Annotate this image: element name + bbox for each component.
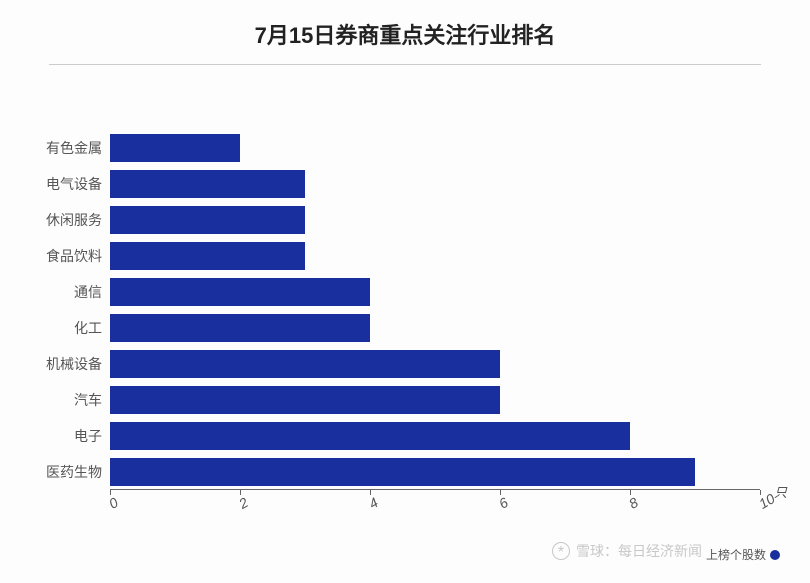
y-axis-label: 汽车: [74, 390, 110, 410]
broker-focus-chart: 7月15日券商重点关注行业排名 有色金属电气设备休闲服务食品饮料通信化工机械设备…: [0, 0, 810, 583]
bar: [110, 386, 500, 414]
y-axis-label: 食品饮料: [46, 246, 110, 266]
bar: [110, 278, 370, 306]
bar: [110, 350, 500, 378]
title-divider: [49, 64, 762, 65]
y-axis-label: 有色金属: [46, 138, 110, 158]
y-axis-label: 通信: [74, 282, 110, 302]
bar-row: 通信: [110, 278, 760, 306]
x-axis-line: [110, 489, 760, 490]
watermark: 雪球：每日经济新闻: [552, 541, 702, 561]
x-tick-label: 2: [236, 494, 251, 512]
watermark-text: 雪球：每日经济新闻: [576, 541, 702, 561]
watermark-snowball-icon: [552, 542, 570, 560]
bar-row: 电气设备: [110, 170, 760, 198]
bar-row: 电子: [110, 422, 760, 450]
bar: [110, 458, 695, 486]
y-axis-label: 化工: [74, 318, 110, 338]
bar-row: 食品饮料: [110, 242, 760, 270]
x-tick-label: 0: [106, 494, 121, 512]
bar: [110, 242, 305, 270]
bar-row: 医药生物: [110, 458, 760, 486]
y-axis-label: 电子: [74, 426, 110, 446]
bar-row: 汽车: [110, 386, 760, 414]
bar: [110, 206, 305, 234]
legend-dot-icon: [770, 550, 780, 560]
x-tick-label: 6: [496, 494, 511, 512]
y-axis-label: 机械设备: [46, 354, 110, 374]
bar: [110, 314, 370, 342]
legend-label: 上榜个股数: [706, 546, 766, 563]
x-tick-label: 4: [366, 494, 381, 512]
y-axis-label: 医药生物: [46, 462, 110, 482]
bars-group: 有色金属电气设备休闲服务食品饮料通信化工机械设备汽车电子医药生物: [110, 130, 760, 490]
bar: [110, 134, 240, 162]
bar-row: 休闲服务: [110, 206, 760, 234]
bar: [110, 170, 305, 198]
x-tick-label: 8: [626, 494, 641, 512]
bar-row: 有色金属: [110, 134, 760, 162]
y-axis-label: 休闲服务: [46, 210, 110, 230]
x-axis-unit: 只: [774, 482, 787, 501]
chart-title: 7月15日券商重点关注行业排名: [0, 0, 810, 50]
bar-row: 机械设备: [110, 350, 760, 378]
y-axis-label: 电气设备: [46, 174, 110, 194]
legend: 上榜个股数: [706, 546, 780, 563]
bar: [110, 422, 630, 450]
bar-row: 化工: [110, 314, 760, 342]
plot-area: 有色金属电气设备休闲服务食品饮料通信化工机械设备汽车电子医药生物 0246810…: [110, 130, 760, 490]
